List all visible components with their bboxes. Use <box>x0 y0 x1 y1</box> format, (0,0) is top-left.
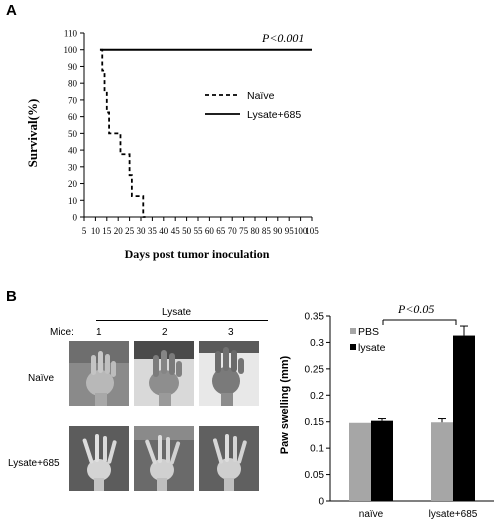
survival-y-tick-label: 20 <box>68 179 78 189</box>
paw-y-tick-label: 0 <box>318 497 324 508</box>
paw-x-tick-label: lysate+685 <box>429 509 478 520</box>
survival-x-tick-label: 45 <box>171 226 181 236</box>
paw-y-label: Paw swelling (mm) <box>279 355 291 454</box>
survival-x-tick-label: 20 <box>114 226 124 236</box>
photo-group-line <box>96 320 268 321</box>
mice-label: Mice: <box>50 327 74 338</box>
bar-pbs-naive <box>349 422 371 501</box>
survival-x-tick-label: 55 <box>194 226 204 236</box>
survival-x-tick-label: 65 <box>216 226 226 236</box>
survival-y-tick-label: 30 <box>68 162 78 172</box>
paw-y-tick-label: 0.25 <box>305 364 325 375</box>
paw-p-annotation: P<0.05 <box>397 302 434 316</box>
survival-y-tick-label: 50 <box>68 129 78 139</box>
significance-bracket <box>382 319 457 325</box>
survival-p-annotation: P<0.001 <box>261 31 304 45</box>
paw-y-tick-label: 0.05 <box>305 470 325 481</box>
survival-x-tick-label: 100 <box>294 226 308 236</box>
mouse-column-3: 3 <box>228 327 234 338</box>
paw-y-tick-label: 0.3 <box>310 338 324 349</box>
survival-x-tick-label: 90 <box>273 226 283 236</box>
survival-x-tick-label: 25 <box>125 226 135 236</box>
paw-photo-lysate685-3 <box>199 426 259 491</box>
survival-x-tick-label: 35 <box>148 226 158 236</box>
survival-x-tick-label: 80 <box>251 226 261 236</box>
survival-line-naive <box>99 48 146 218</box>
paw-y-tick-label: 0.2 <box>310 391 324 402</box>
mouse-column-1: 1 <box>96 327 102 338</box>
legend-naive-label: Naïve <box>247 90 275 102</box>
survival-x-tick-label: 105 <box>305 226 319 236</box>
survival-y-tick-label: 10 <box>68 196 78 206</box>
survival-y-tick-label: 40 <box>68 146 78 156</box>
survival-x-tick-label: 60 <box>205 226 215 236</box>
panel-label-a: A <box>6 2 17 19</box>
bar-pbs-lysate685 <box>431 422 453 501</box>
survival-x-tick-label: 75 <box>239 226 249 236</box>
legend-lysate-swatch-bar <box>350 344 356 350</box>
survival-y-tick-label: 60 <box>68 112 78 122</box>
survival-x-tick-label: 5 <box>82 226 87 236</box>
row-label-lysate685: Lysate+685 <box>8 458 60 469</box>
survival-y-tick-label: 80 <box>68 79 78 89</box>
paw-y-tick-label: 0.35 <box>305 312 325 323</box>
survival-y-tick-label: 100 <box>64 45 78 55</box>
photo-group-label: Lysate <box>162 307 192 318</box>
survival-y-label: Survival(%) <box>25 99 40 168</box>
legend-lysate-label: Lysate+685 <box>247 109 301 121</box>
row-label-naive: Naïve <box>28 373 55 384</box>
legend-lysate-bar-label: lysate <box>358 342 386 354</box>
bar-lysate-lysate685 <box>453 335 475 501</box>
paw-swelling-chart: 0 0.05 0.1 0.15 0.2 0.25 0.3 0.35 naïve lysate+68… <box>279 302 494 520</box>
survival-x-tick-label: 70 <box>228 226 238 236</box>
survival-x-tick-label: 30 <box>137 226 147 236</box>
legend-pbs-swatch <box>350 328 356 334</box>
survival-x-tick-label: 50 <box>182 226 192 236</box>
mouse-column-2: 2 <box>162 327 168 338</box>
survival-x-tick-label: 10 <box>91 226 101 236</box>
survival-x-tick-label: 95 <box>285 226 295 236</box>
paw-photo-naive-3 <box>199 341 259 406</box>
paw-x-tick-label: naïve <box>359 509 384 520</box>
survival-x-label: Days post tumor inoculation <box>125 247 270 261</box>
survival-y-tick-label: 70 <box>68 95 78 105</box>
paw-photo-lysate685-2 <box>134 426 194 491</box>
survival-x-tick-label: 85 <box>262 226 272 236</box>
survival-y-tick-label: 110 <box>64 29 78 39</box>
paw-photo-lysate685-1 <box>69 426 129 491</box>
paw-y-tick-label: 0.1 <box>310 444 324 455</box>
paw-photo-naive-2 <box>134 341 194 406</box>
paw-photo-naive-1 <box>69 341 129 406</box>
survival-x-tick-label: 15 <box>102 226 112 236</box>
survival-y-tick-label: 90 <box>68 62 78 72</box>
survival-y-tick-label: 0 <box>73 213 78 223</box>
paw-y-tick-label: 0.15 <box>305 417 325 428</box>
panel-label-b: B <box>6 288 17 305</box>
bar-lysate-naive <box>371 420 393 501</box>
legend-pbs-label: PBS <box>358 326 379 338</box>
survival-x-tick-label: 40 <box>159 226 169 236</box>
